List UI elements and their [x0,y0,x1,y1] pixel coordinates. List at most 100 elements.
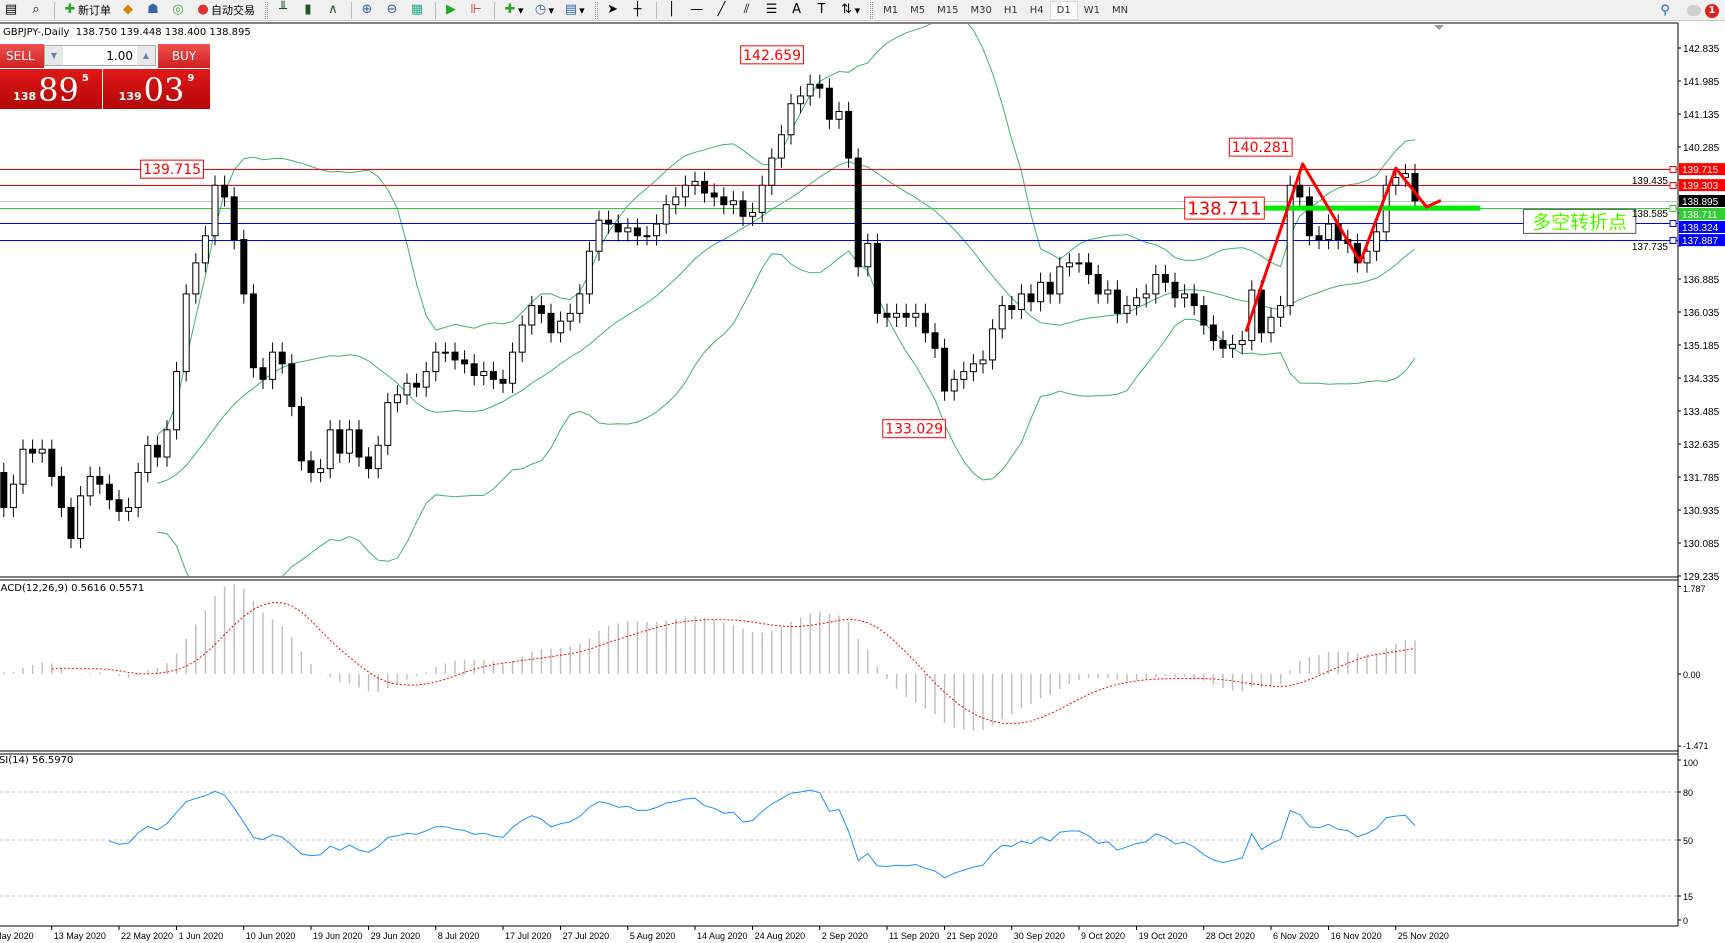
candle [1133,288,1141,316]
bar-chart-button[interactable]: ╨ [272,1,294,20]
candle-body [1056,266,1064,295]
templates-button[interactable]: ▤ ▾ [564,2,585,17]
zoom-window-button[interactable]: ⌕ [25,1,47,20]
trendline-tool[interactable]: ╱ [711,1,733,20]
candlestick-button[interactable]: ▮ [297,1,319,20]
price-tick-label: 140.285 [1683,143,1720,154]
candle [1056,257,1064,304]
timeframe-h1[interactable]: H1 [1003,4,1018,16]
zoom-out-icon: ⊖ [386,2,398,17]
price-annotation-box [882,419,947,439]
vertical-line-tool[interactable]: │ [661,1,683,20]
sell-button[interactable]: SELL [0,44,44,68]
candle-body [297,406,305,462]
timeframe-mn[interactable]: MN [1111,4,1129,16]
date-tick-label: 6 Nov 2020 [1273,931,1319,941]
buy-button[interactable]: BUY [158,44,210,68]
sell-price-button[interactable]: 138 89 5 [0,69,102,109]
candle-body [393,394,401,404]
candle [941,338,949,401]
price-tick-label: 137.735 [1632,242,1669,253]
lot-input[interactable]: 1.00 [106,48,133,63]
zoom-in-icon: ⊕ [361,2,373,17]
candle-body [326,429,334,470]
auto-scroll-button[interactable]: ▶ [440,1,462,20]
lot-increase-button[interactable]: ▲ [137,46,155,65]
price-annotation-label: 142.659 [743,48,801,64]
tile-windows-button[interactable]: ▦ [406,1,428,20]
candle [230,187,238,250]
candle-body [979,359,987,365]
timeframe-w1[interactable]: W1 [1083,4,1100,16]
candle [643,226,651,246]
auto-trading-icon: ● [197,2,209,17]
text-tool[interactable]: A [786,1,808,20]
chart-shift-button[interactable]: ⊩ [465,1,487,20]
candle-body [1065,262,1073,268]
level-handle [1669,205,1677,212]
buy-price-prefix: 139 [118,90,142,103]
auto-trading-label: 自动交易 [211,4,255,17]
candle-body [624,227,632,233]
price-tag-label: 138.711 [1682,210,1718,221]
candle [163,420,171,467]
history-button[interactable]: ◆ [117,1,139,20]
indicators-button[interactable]: ✚ ▾ [499,1,527,20]
search-icon[interactable]: ⚲ [1660,2,1670,18]
timeframe-d1[interactable]: D1 [1049,0,1078,20]
candle [211,175,219,246]
candle-body [729,200,737,206]
crosshair-tool[interactable]: ┼ [627,1,649,20]
toolbar-grip[interactable] [870,1,874,19]
channel-tool[interactable]: ⫽ [736,1,758,20]
candle-body [893,312,901,318]
chat-icon[interactable] [1687,5,1701,16]
candle [509,342,517,393]
candle [873,233,881,324]
arrows-tool[interactable]: ⇅ ▾ [836,1,864,20]
candle [912,303,920,327]
market-watch-button[interactable]: ☗ [142,1,164,20]
periods-button[interactable]: ◷ ▾ [530,1,558,20]
toolbar-grip[interactable] [265,1,268,19]
candle [432,342,440,382]
candle-body [1017,293,1025,310]
chart-properties-button[interactable]: ▤ [0,1,22,20]
fibonacci-tool[interactable]: ☰ [761,1,783,20]
lot-decrease-button[interactable]: ▼ [45,46,63,65]
candle-body [777,134,785,159]
timeframe-m1[interactable]: M1 [883,4,899,16]
note-box [1522,208,1637,234]
date-tick-label: 1 Jun 2020 [179,931,224,941]
candle-body [153,444,161,458]
timeframe-m15[interactable]: M15 [937,4,959,16]
cursor-tool[interactable]: ➤ [602,1,624,20]
auto-trading-button[interactable]: ● 自动交易 [192,1,258,20]
price-tag-138.324 [1679,220,1725,233]
candlestick-icon: ▮ [304,2,312,17]
new-order-button[interactable]: ✚ 新订单 [59,1,114,20]
timeframe-m5[interactable]: M5 [910,4,926,16]
divider [54,1,55,19]
candle-body [96,475,104,485]
candle-body [67,506,75,540]
timeframe-h4[interactable]: H4 [1029,4,1044,16]
price-tick-label: 135.185 [1683,341,1720,352]
toolbar-grip[interactable] [594,1,598,19]
zoom-out-button[interactable]: ⊖ [381,1,403,20]
date-tick-label: 8 Jul 2020 [438,931,480,941]
notification-badge[interactable]: 1 [1705,3,1719,18]
candle-body [125,506,133,512]
horizontal-line-tool[interactable]: — [686,1,708,20]
candle-body [1277,305,1285,318]
candle [854,148,862,277]
bar-chart-icon: ╨ [279,2,287,17]
buy-price-button[interactable]: 139 03 9 [103,69,210,109]
text-label-tool[interactable]: T [811,1,833,20]
candle [1113,280,1121,324]
zoom-in-button[interactable]: ⊕ [356,1,378,20]
timeframe-m30[interactable]: M30 [970,4,992,16]
line-chart-button[interactable]: ∧ [322,1,344,20]
signals-button[interactable]: ◎ [167,1,189,20]
